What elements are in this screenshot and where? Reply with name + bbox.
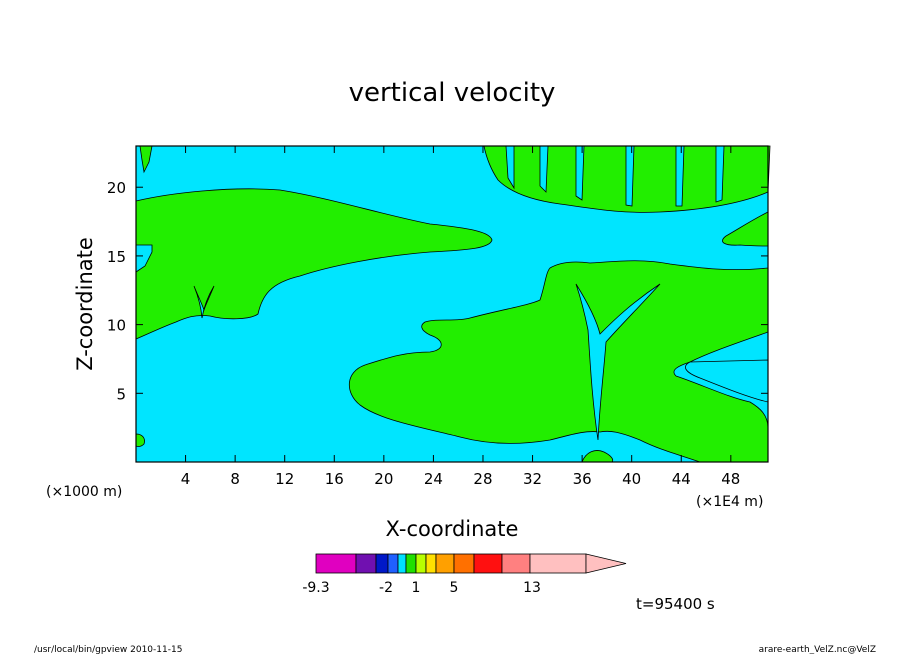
colorbar-swatch <box>501 553 531 574</box>
colorbar-label: 1 <box>412 580 421 596</box>
y-tick-label: 10 <box>107 317 126 335</box>
x-tick-label: 24 <box>424 470 443 488</box>
colorbar-labels: -9.3 -2 1 5 13 <box>302 580 541 596</box>
notch-right <box>685 359 769 403</box>
region-lower-middle <box>348 260 769 463</box>
colorbar-swatch <box>355 553 377 574</box>
x-tick-label: 40 <box>622 470 641 488</box>
time-label: t=95400 s <box>636 595 715 613</box>
notch-center <box>575 283 661 441</box>
colorbar-arrow <box>585 553 627 574</box>
colorbar-swatch <box>425 553 437 574</box>
x-unit-right: (×1E4 m) <box>696 494 763 510</box>
y-tick-label: 20 <box>107 179 126 197</box>
x-tick-label: 20 <box>374 470 393 488</box>
colorbar-swatch <box>453 553 475 574</box>
colorbar-swatch <box>415 553 427 574</box>
negative-intrusions <box>193 145 769 441</box>
x-axis-ticks: 4 8 12 16 20 24 28 32 36 40 44 48 <box>181 146 740 488</box>
colorbar-swatch <box>405 553 417 574</box>
colorbar-swatch <box>529 553 587 574</box>
y-tick-label: 15 <box>107 248 126 266</box>
colorbar-swatch <box>315 553 357 574</box>
colorbar-label: -2 <box>379 580 393 596</box>
colorbar-swatch <box>435 553 455 574</box>
region-right-mid <box>722 211 769 247</box>
x-axis-label: X-coordinate <box>386 517 519 541</box>
x-tick-label: 44 <box>672 470 691 488</box>
colorbar-swatch <box>387 553 399 574</box>
colorbar <box>315 553 627 574</box>
x-unit-left: (×1000 m) <box>46 484 122 500</box>
colorbar-label: 13 <box>523 580 541 596</box>
y-axis-label: Z-coordinate <box>73 237 97 371</box>
plot-frame <box>135 145 769 463</box>
colorbar-label: -9.3 <box>302 580 329 596</box>
x-tick-label: 36 <box>573 470 592 488</box>
colorbar-swatch <box>375 553 389 574</box>
region-upper-left <box>135 188 493 340</box>
chart-title: vertical velocity <box>349 78 556 108</box>
footer-right: arare-earth_VelZ.nc@VelZ <box>759 645 876 654</box>
x-tick-label: 4 <box>181 470 191 488</box>
x-tick-label: 12 <box>275 470 294 488</box>
region-bottom-bump <box>581 450 614 463</box>
colorbar-swatch <box>473 553 503 574</box>
y-tick-label: 5 <box>116 385 126 403</box>
x-tick-label: 8 <box>230 470 240 488</box>
x-tick-label: 28 <box>473 470 492 488</box>
colorbar-swatch <box>397 553 407 574</box>
notch-left <box>193 285 215 319</box>
positive-regions <box>135 145 771 463</box>
colorbar-label: 5 <box>450 580 459 596</box>
x-tick-label: 16 <box>325 470 344 488</box>
y-axis-ticks: 5 10 15 20 <box>107 179 768 403</box>
x-tick-label: 32 <box>523 470 542 488</box>
footer-left: /usr/local/bin/gpview 2010-11-15 <box>34 645 182 654</box>
x-tick-label: 48 <box>721 470 740 488</box>
